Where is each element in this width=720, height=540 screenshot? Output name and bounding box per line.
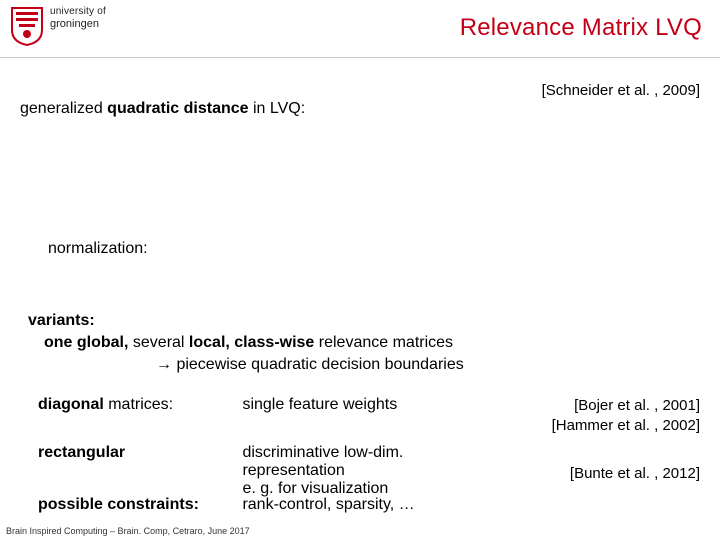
variants-l1a: one global, bbox=[44, 334, 128, 351]
variants-line2: → piecewise quadratic decision boundarie… bbox=[156, 354, 464, 376]
cite-bunte: [Bunte et al. , 2012] bbox=[570, 464, 700, 484]
variants-l1b: several bbox=[128, 334, 188, 351]
diag-b: diagonal bbox=[38, 396, 104, 413]
slide-header: university of groningen Relevance Matrix… bbox=[0, 0, 720, 58]
generalized-distance-heading: generalized quadratic distance in LVQ: bbox=[20, 100, 305, 118]
rectangular-label: rectangular bbox=[38, 444, 238, 462]
university-name: university of groningen bbox=[50, 6, 106, 30]
row-rectangular: rectangular discriminative low-dim. repr… bbox=[38, 444, 700, 498]
normalization-label: normalization: bbox=[48, 240, 148, 258]
slide-footer: Brain Inspired Computing – Brain. Comp, … bbox=[6, 526, 250, 536]
row-constraints: possible constraints: rank-control, spar… bbox=[38, 496, 700, 514]
variants-block: variants: one global, several local, cla… bbox=[28, 310, 464, 376]
uni-line1: university of bbox=[50, 6, 106, 18]
diag-rest: matrices: bbox=[104, 396, 173, 413]
diagonal-citations: [Bojer et al. , 2001] [Hammer et al. , 2… bbox=[552, 396, 700, 436]
row-diagonal: diagonal matrices: single feature weight… bbox=[38, 396, 700, 414]
diagonal-label: diagonal matrices: bbox=[38, 396, 238, 414]
cite-bojer: [Bojer et al. , 2001] bbox=[552, 396, 700, 416]
gqd-suffix: in LVQ: bbox=[249, 100, 306, 117]
rect-desc1: discriminative low-dim. representation bbox=[242, 444, 502, 480]
cite-hammer: [Hammer et al. , 2002] bbox=[552, 416, 700, 436]
crest-icon bbox=[10, 6, 44, 46]
gqd-mid: quadratic distance bbox=[107, 100, 248, 117]
constraints-desc: rank-control, sparsity, … bbox=[242, 496, 502, 514]
diagonal-desc: single feature weights bbox=[242, 396, 502, 414]
variants-label: variants: bbox=[28, 310, 464, 332]
constraints-label: possible constraints: bbox=[38, 496, 238, 514]
gqd-prefix: generalized bbox=[20, 100, 107, 117]
variants-l1c: local, class-wise bbox=[189, 334, 314, 351]
slide-title: Relevance Matrix LVQ bbox=[460, 14, 702, 42]
citation-schneider: [Schneider et al. , 2009] bbox=[542, 82, 700, 99]
university-logo: university of groningen bbox=[10, 6, 106, 46]
variants-l1d: relevance matrices bbox=[314, 334, 453, 351]
uni-line2: groningen bbox=[50, 18, 106, 30]
rectangular-desc: discriminative low-dim. representation e… bbox=[242, 444, 502, 498]
variants-line1: one global, several local, class-wise re… bbox=[44, 332, 464, 354]
